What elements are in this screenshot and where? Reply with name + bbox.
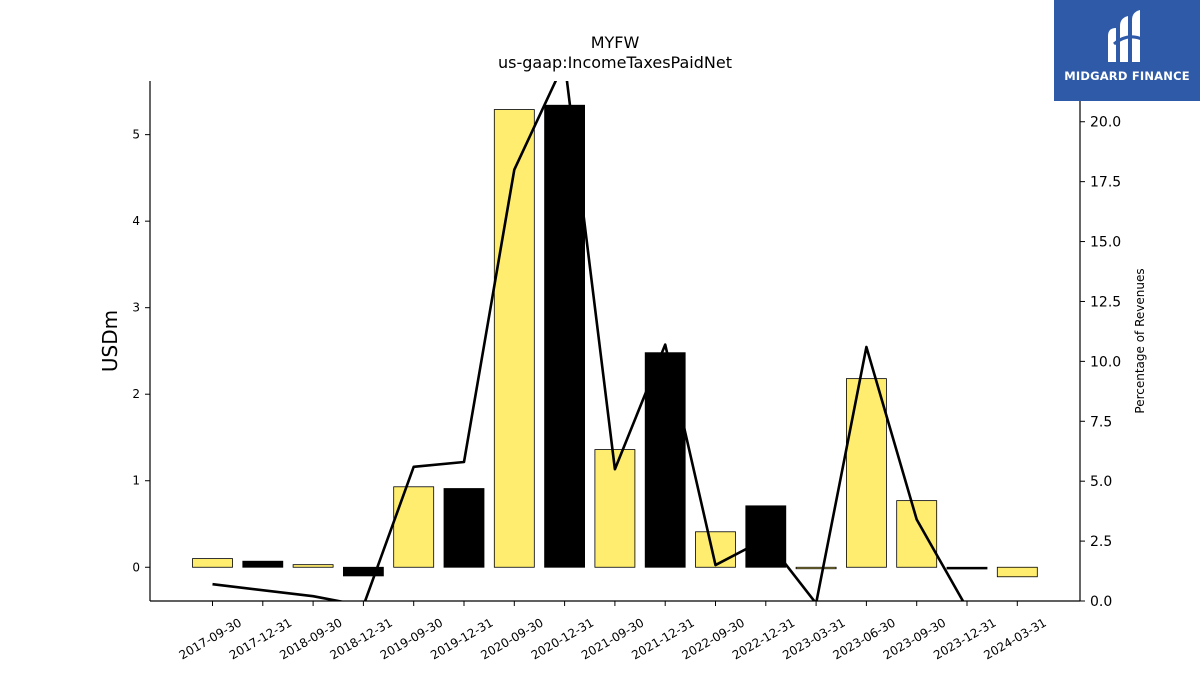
bar [493,109,535,568]
y2-tick-label: 15.0 [1090,235,1121,251]
bar [393,486,435,568]
axes: 0123450.02.55.07.510.012.515.017.520.020… [132,81,1121,662]
midgard-logo-icon [1108,10,1145,62]
y2-tick-label: 20.0 [1090,115,1121,131]
y2-tick-label: 5.0 [1090,474,1112,490]
bar [996,566,1038,578]
y-axis-label: USDm [98,310,122,372]
y-tick-label: 1 [132,474,140,488]
bar-series [192,104,1038,578]
chart-title: MYFW [591,33,640,52]
y2-tick-label: 10.0 [1090,354,1121,370]
y-tick-label: 2 [132,387,140,401]
y-tick-label: 4 [132,214,140,228]
y-tick-label: 5 [132,128,140,142]
y2-axis-label: Percentage of Revenues [1133,268,1147,413]
y-tick-label: 0 [132,560,140,574]
bar [795,566,837,570]
bar [846,378,887,568]
bar [896,500,938,568]
bar [342,566,384,577]
brand-logo: MIDGARD FINANCE [1054,0,1200,101]
y2-tick-label: 7.5 [1090,414,1112,430]
y2-tick-label: 2.5 [1090,534,1112,550]
y2-tick-label: 0.0 [1090,594,1112,610]
bar [292,564,334,568]
bar [443,488,485,568]
bar [946,566,988,570]
chart-subtitle: us-gaap:IncomeTaxesPaidNet [498,53,732,72]
bar [242,560,284,568]
bar [192,558,233,568]
y-tick-label: 3 [132,301,140,315]
logo-text: MIDGARD FINANCE [1064,69,1190,83]
y2-tick-label: 17.5 [1090,175,1121,191]
series-line [212,81,965,601]
bar [544,104,585,568]
bar [644,352,686,568]
line-series [212,81,965,601]
y2-tick-label: 12.5 [1090,294,1121,310]
